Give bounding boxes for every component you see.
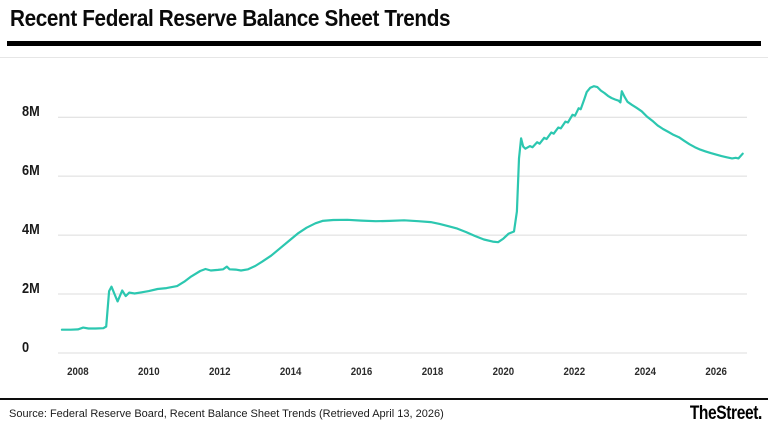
x-tick-label: 2008 [67,367,89,379]
x-tick-label: 2012 [209,367,231,379]
title-rule [7,41,761,46]
page-title: Recent Federal Reserve Balance Sheet Tre… [10,5,451,31]
x-tick-label: 2014 [280,367,302,379]
x-tick-label: 2024 [634,367,656,379]
x-tick-label: 2018 [422,367,444,379]
footer-rule [0,398,768,400]
x-tick-label: 2010 [138,367,160,379]
y-tick-label: 4M [22,220,40,237]
y-tick-label: 8M [22,102,40,119]
series-line [60,85,744,331]
y-tick-label: 0 [22,338,29,355]
x-tick-label: 2020 [493,367,515,379]
thestreet-logo: TheStreet. [689,403,763,424]
y-tick-label: 6M [22,161,40,178]
source-text: Source: Federal Reserve Board, Recent Ba… [9,408,444,420]
x-tick-label: 2016 [351,367,373,379]
header-hairline [0,57,768,58]
x-tick-label: 2026 [705,367,727,379]
y-tick-label: 2M [22,279,40,296]
x-tick-label: 2022 [564,367,586,379]
